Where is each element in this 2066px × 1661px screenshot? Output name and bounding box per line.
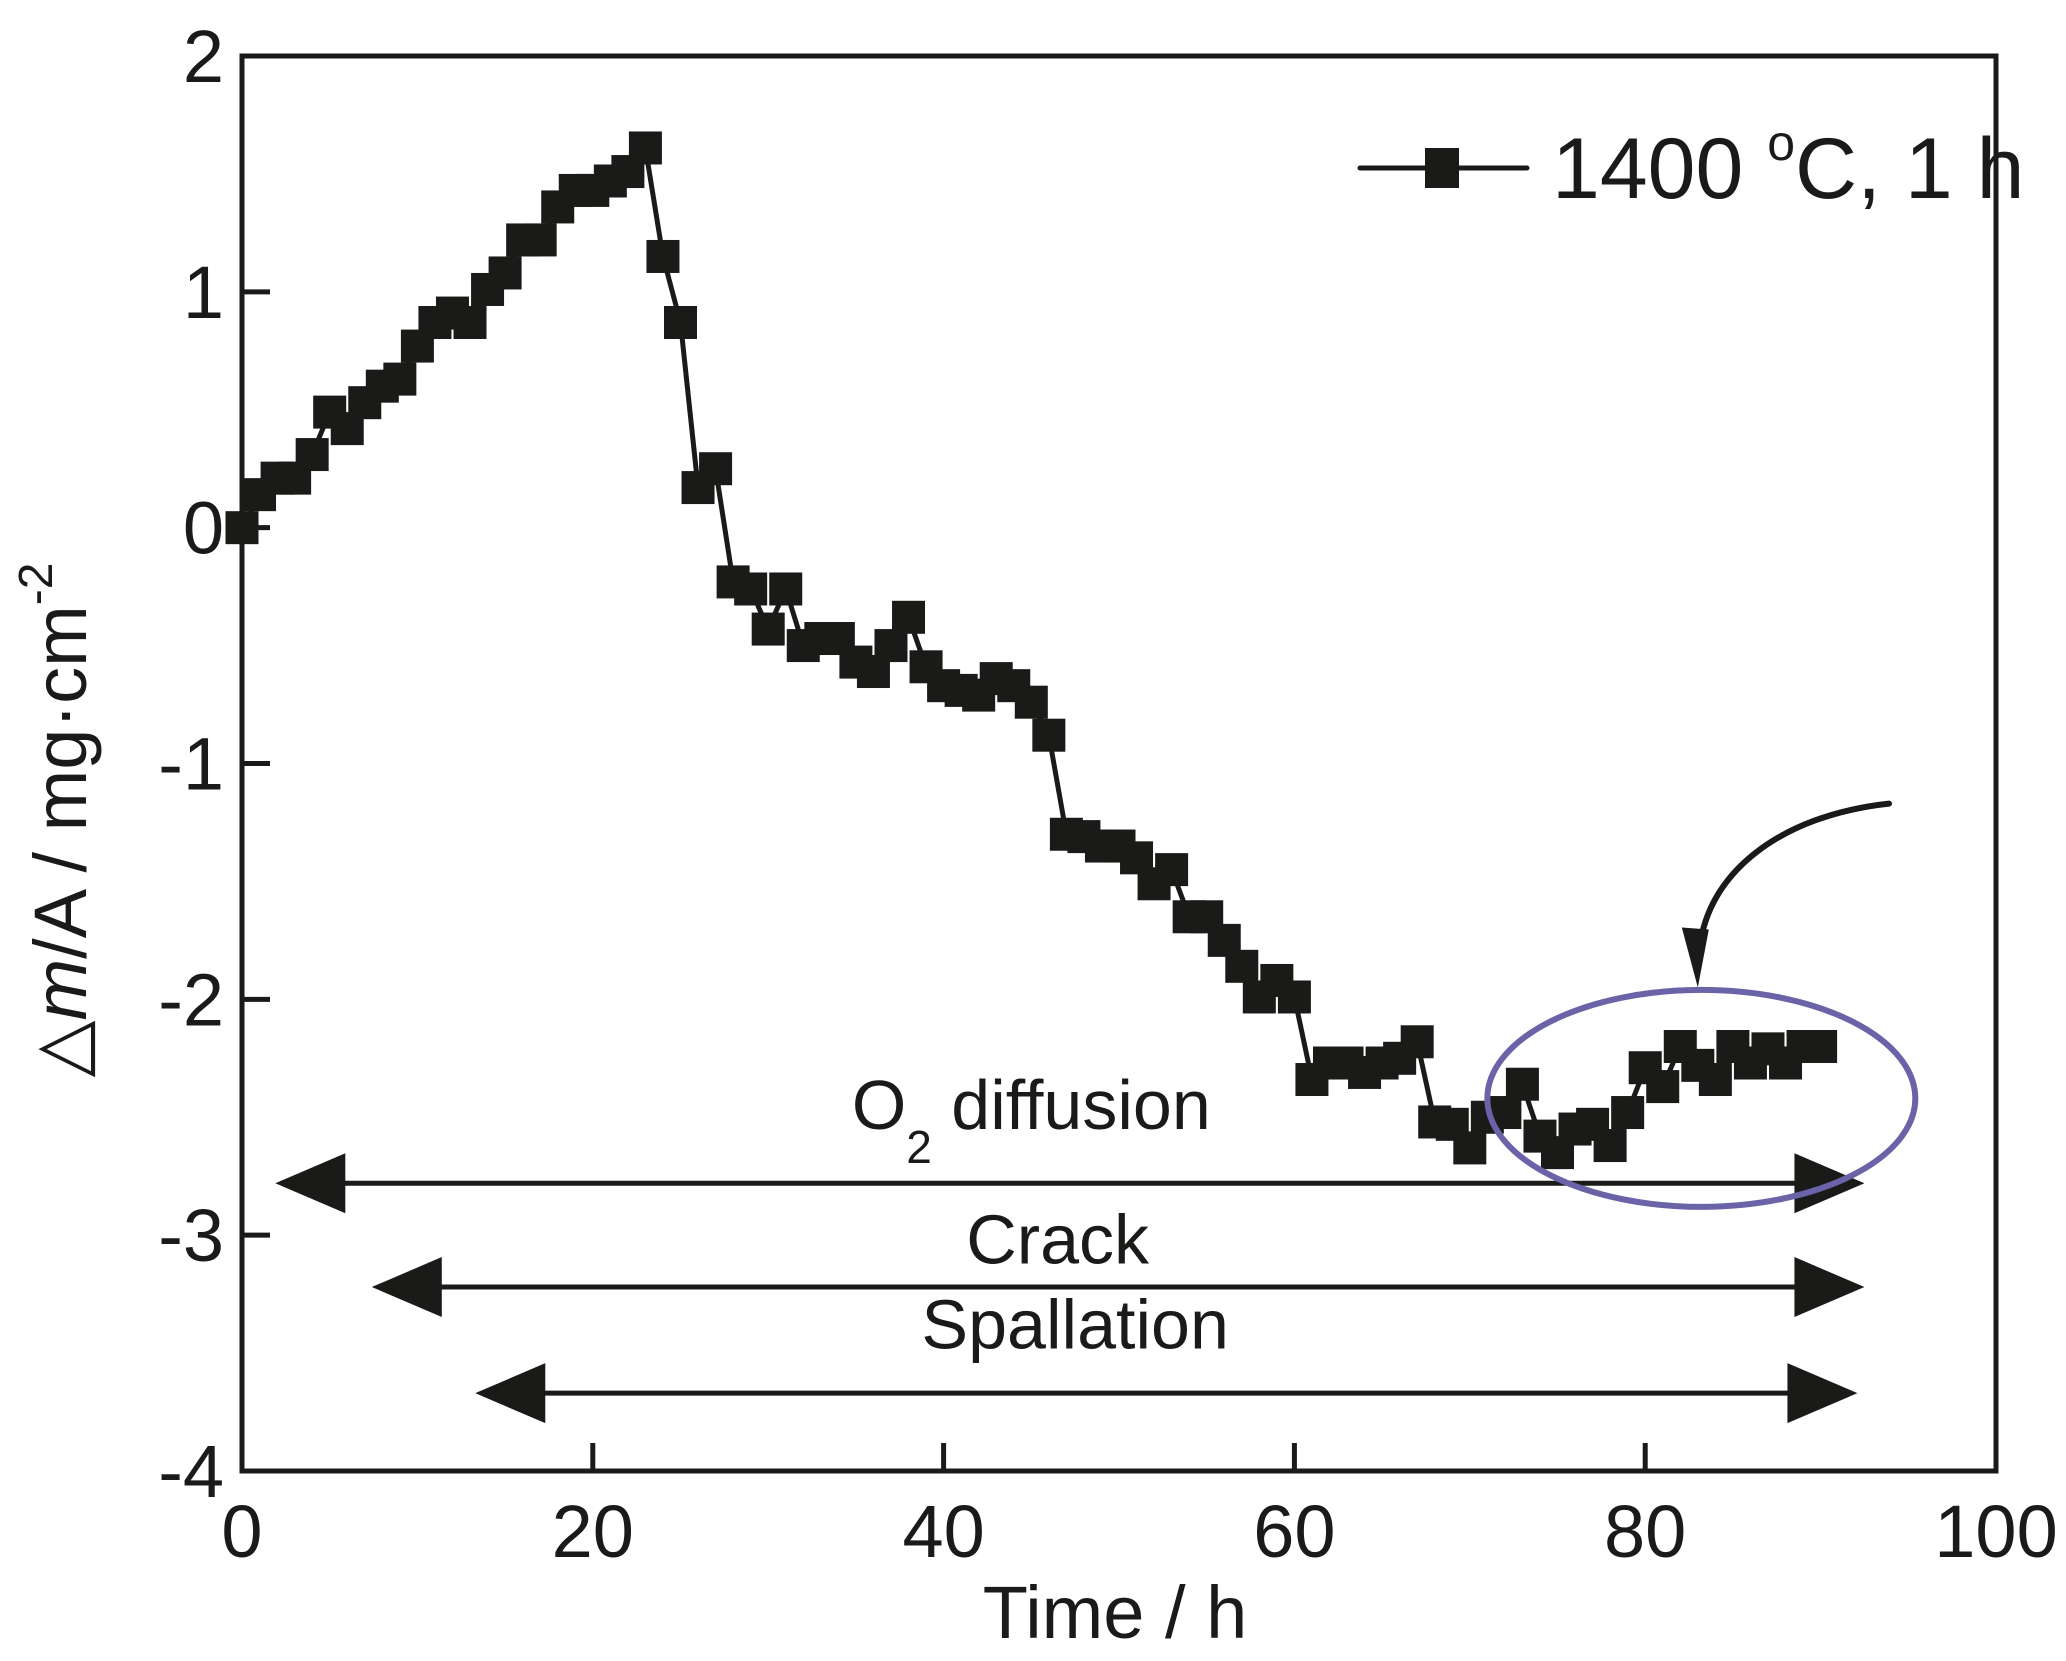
annotation-label: Spallation: [921, 1285, 1228, 1363]
data-point: [892, 600, 926, 634]
x-tick-label: 40: [902, 1490, 984, 1573]
y-axis-title-delta: △: [19, 1020, 102, 1077]
y-tick-label: 2: [183, 15, 224, 98]
y-axis-title-sup: -2: [10, 563, 63, 606]
y-tick-label: -1: [158, 723, 224, 806]
data-point: [646, 239, 680, 273]
legend-marker: [1425, 148, 1459, 188]
data-point: [751, 612, 785, 646]
y-axis-title-rest: /A / mg·cm: [19, 605, 102, 959]
data-point: [488, 256, 522, 290]
series-markers: [225, 131, 1838, 1170]
annotation-3: Spallation: [475, 1285, 1858, 1424]
legend-label-degree: o: [1767, 115, 1795, 171]
plot-frame: [239, 53, 1999, 1474]
annotation-label-subscript: 2: [906, 1121, 932, 1173]
data-point: [1593, 1129, 1627, 1163]
data-point: [1155, 853, 1189, 887]
x-tick-label: 20: [552, 1490, 634, 1573]
data-point: [1505, 1067, 1539, 1101]
legend-label-main: 1400: [1552, 121, 1767, 217]
data-point: [1225, 949, 1259, 983]
data-point: [295, 438, 329, 472]
data-point: [1698, 1063, 1732, 1097]
data-point: [664, 305, 697, 339]
data-point: [1400, 1025, 1434, 1059]
data-point: [769, 572, 803, 606]
legend-label-rest: C, 1 h: [1795, 121, 2024, 217]
data-point: [874, 629, 908, 663]
x-tick-label: 80: [1604, 1490, 1686, 1573]
annotation-label-main: O: [852, 1066, 906, 1144]
y-tick-label: -3: [158, 1194, 224, 1277]
annotation-2: Crack: [371, 1200, 1865, 1318]
data-point: [734, 572, 768, 606]
y-axis-title: △m/A / mg·cm-2: [10, 563, 102, 1078]
arrowhead-right-icon: [1787, 1363, 1858, 1424]
callout-arrowhead-icon: [1681, 927, 1709, 988]
data-point: [1611, 1096, 1645, 1130]
x-axis-title: Time / h: [983, 1571, 1248, 1654]
data-point: [383, 362, 417, 396]
y-tick-label: 1: [183, 251, 224, 334]
annotation-label: Crack: [966, 1200, 1150, 1278]
data-point: [1453, 1131, 1487, 1165]
data-point: [453, 305, 487, 339]
arrowhead-left-icon: [275, 1153, 346, 1214]
y-tick-label: 0: [183, 487, 224, 570]
data-point: [628, 131, 662, 165]
legend-label: 1400 oC, 1 h: [1552, 115, 2024, 217]
data-point: [1014, 685, 1048, 719]
legend: 1400 oC, 1 h: [1357, 115, 2024, 217]
data-point: [1277, 980, 1311, 1014]
x-tick-label: 0: [221, 1490, 262, 1573]
y-tick-label: -4: [158, 1430, 224, 1513]
y-tick-labels: 2 1 0 -1 -2 -3 -4: [158, 15, 224, 1513]
highlight-group: [1484, 800, 1919, 1210]
y-axis-title-m: m: [19, 959, 102, 1021]
annotation-label-rest: diffusion: [932, 1066, 1211, 1144]
y-tick-label: -2: [158, 958, 224, 1041]
callout-arrow-curve: [1696, 800, 1893, 951]
data-point: [1032, 718, 1066, 752]
x-tick-label: 100: [1934, 1490, 2057, 1573]
data-point: [1804, 1030, 1838, 1063]
data-point: [523, 223, 557, 257]
data-point: [699, 452, 733, 486]
x-tick-label: 60: [1253, 1490, 1335, 1573]
arrowhead-left-icon: [475, 1363, 546, 1424]
highlight-ellipse: [1484, 986, 1919, 1210]
annotation-label: O2 diffusion: [852, 1066, 1211, 1173]
x-tick-labels: 0 20 40 60 80 100: [221, 1490, 2057, 1573]
annotation-label-main: Crack: [966, 1200, 1150, 1278]
annotation-label-main: Spallation: [921, 1285, 1228, 1363]
arrowhead-left-icon: [371, 1257, 442, 1318]
data-point: [1646, 1070, 1680, 1104]
arrowhead-right-icon: [1794, 1257, 1865, 1318]
